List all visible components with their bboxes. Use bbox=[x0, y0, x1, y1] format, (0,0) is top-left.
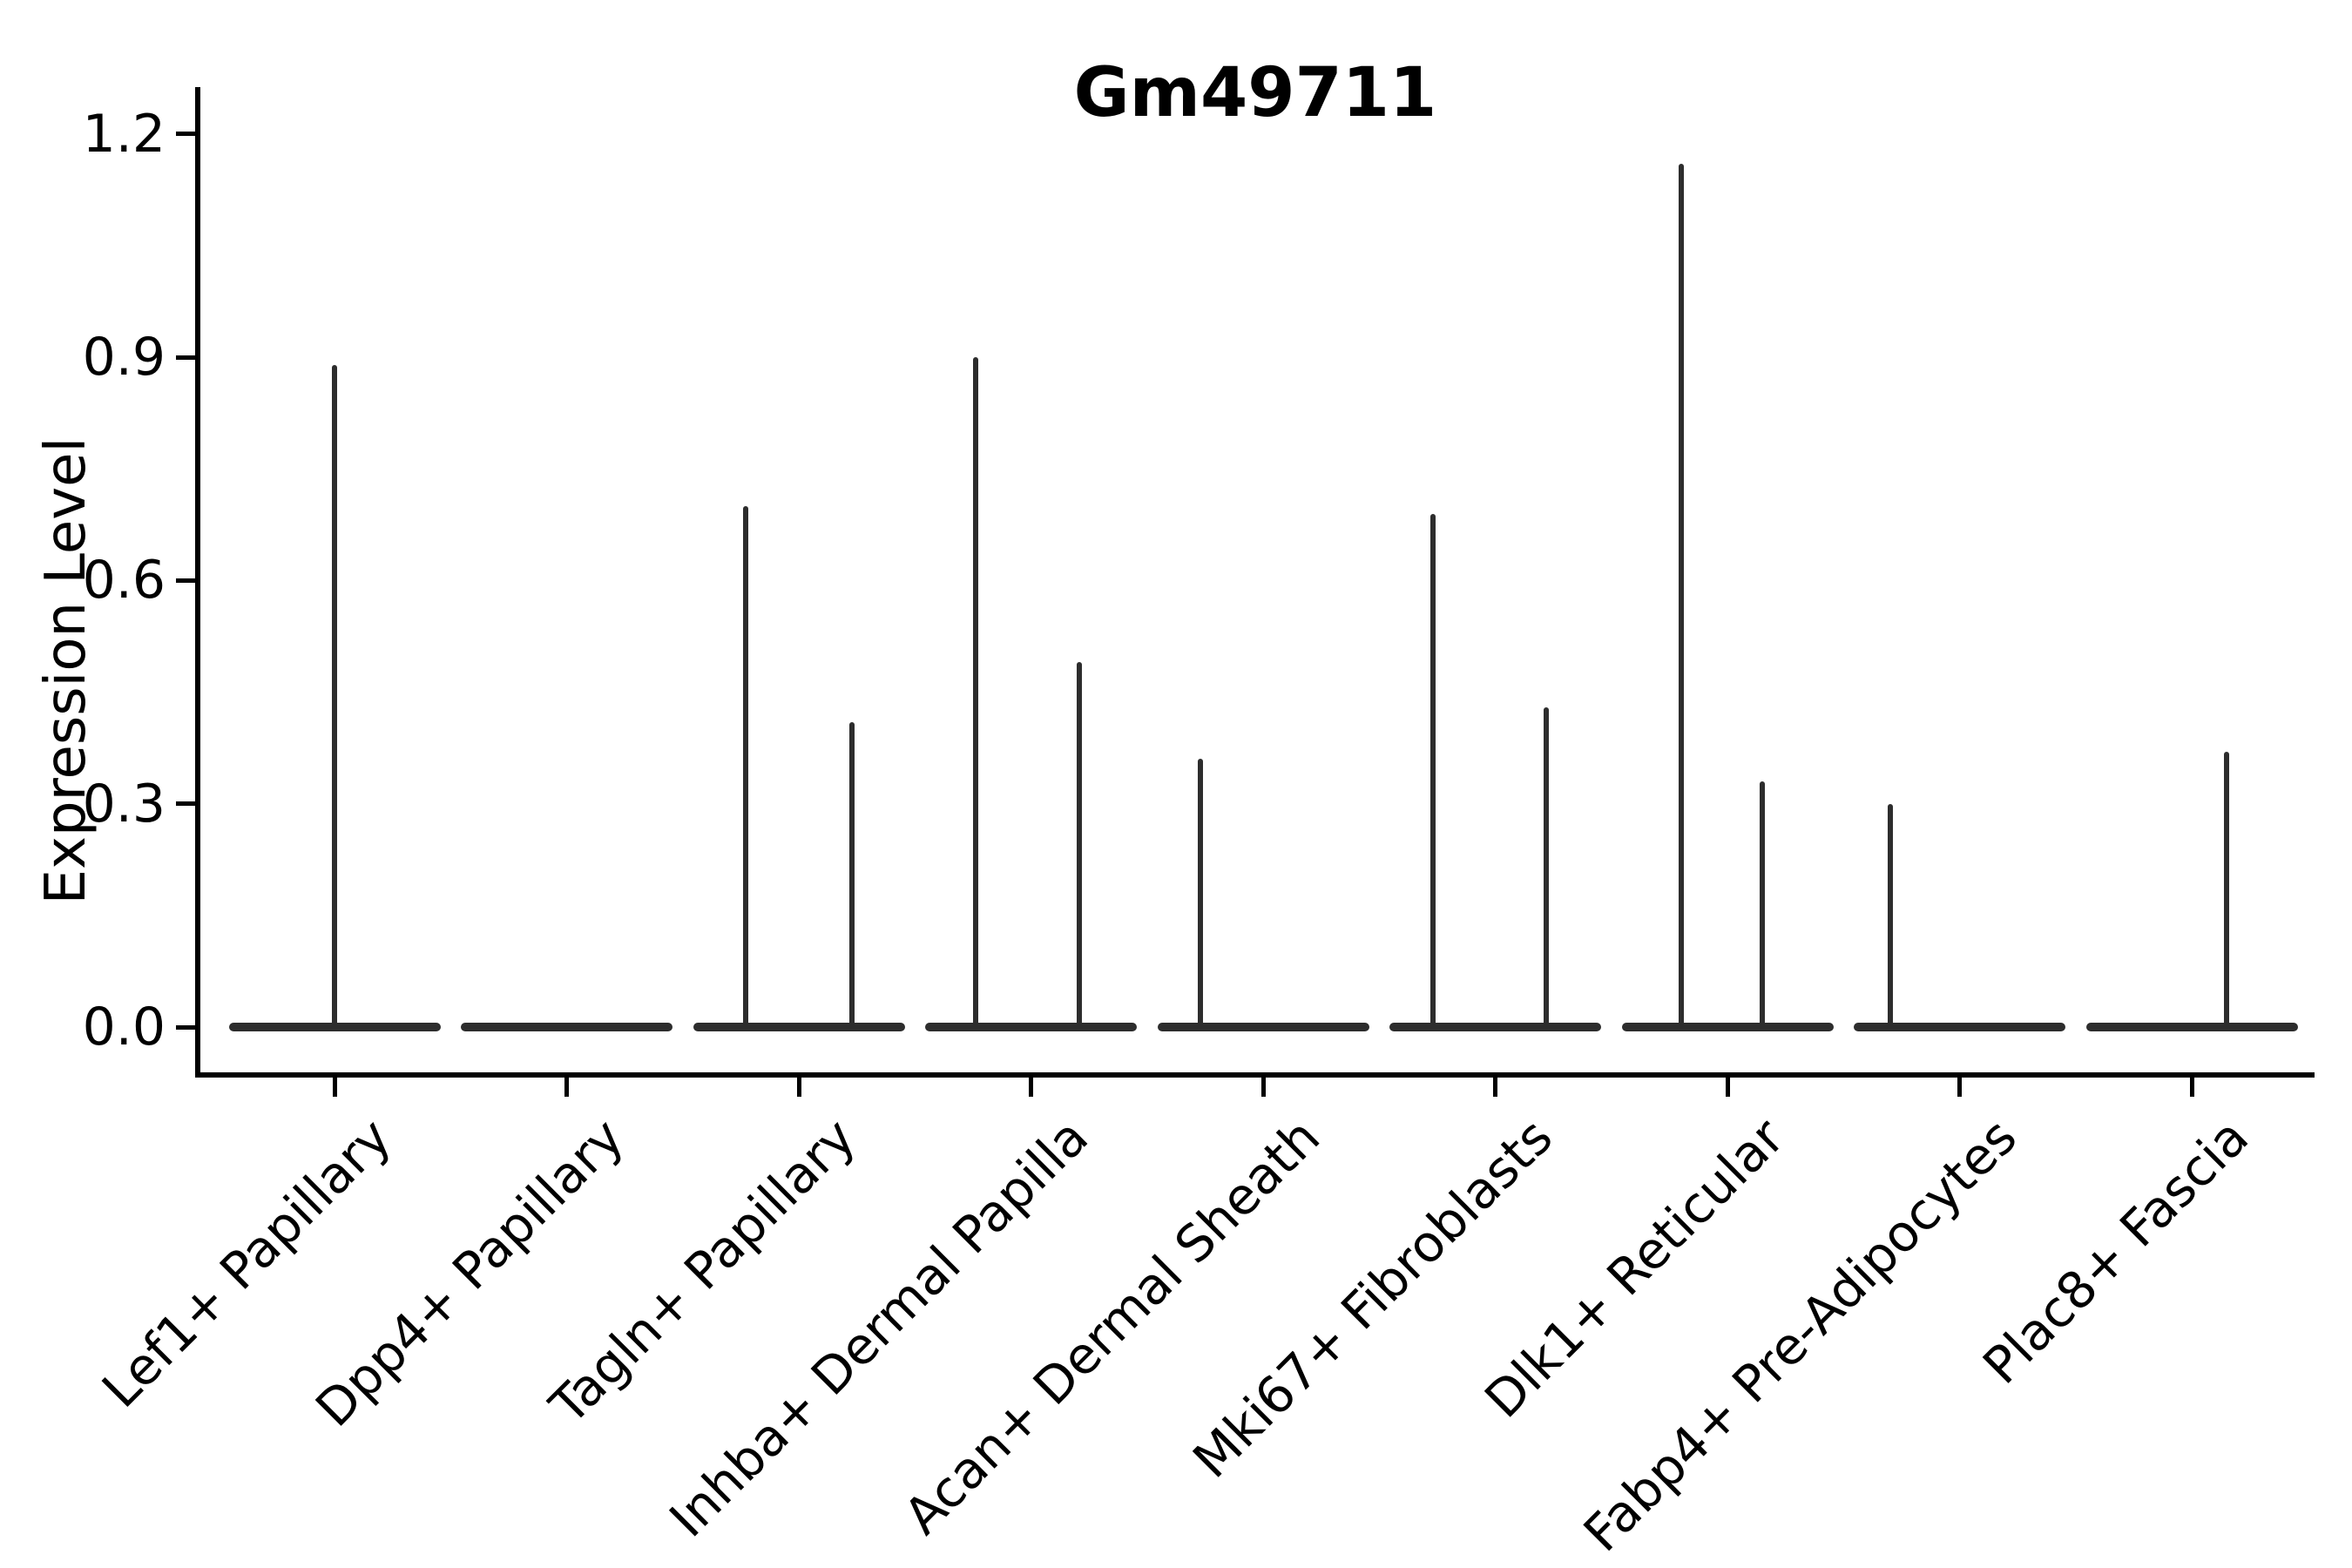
y-axis-label: Expression Level bbox=[34, 436, 98, 905]
violin-baseline bbox=[1389, 1023, 1601, 1031]
x-tick bbox=[1725, 1078, 1730, 1097]
y-axis-spine bbox=[195, 87, 200, 1078]
x-tick bbox=[1029, 1078, 1033, 1097]
violin-baseline bbox=[2085, 1023, 2298, 1031]
violin-spike bbox=[1887, 803, 1893, 1030]
violin-spike bbox=[1429, 513, 1436, 1030]
y-tick bbox=[176, 132, 195, 137]
violin-spike bbox=[1198, 759, 1204, 1030]
violin-spike bbox=[972, 357, 978, 1030]
violin-spike bbox=[849, 721, 855, 1030]
x-tick bbox=[1493, 1078, 1497, 1097]
chart-title: Gm49711 bbox=[1073, 54, 1437, 132]
y-tick-label: 0.0 bbox=[82, 997, 166, 1058]
y-tick bbox=[176, 801, 195, 807]
violin-spike bbox=[332, 364, 337, 1030]
violin-baseline bbox=[1621, 1023, 1834, 1031]
violin-spike bbox=[1678, 164, 1684, 1030]
x-tick-label: Acan+ Dermal Sheath bbox=[892, 1107, 1332, 1546]
y-tick bbox=[176, 578, 195, 583]
y-tick-label: 0.9 bbox=[82, 327, 166, 389]
violin-spike bbox=[1077, 662, 1083, 1030]
violin-baseline bbox=[925, 1023, 1137, 1031]
x-tick-label: Fabp4+ Pre-Adipocytes bbox=[1571, 1107, 2028, 1564]
violin-baseline bbox=[1157, 1023, 1369, 1031]
x-axis-spine bbox=[195, 1072, 2315, 1078]
y-tick-label: 1.2 bbox=[82, 103, 166, 165]
x-tick bbox=[332, 1078, 337, 1097]
y-tick-label: 0.6 bbox=[82, 550, 166, 612]
violin-spike bbox=[1759, 781, 1765, 1030]
x-tick bbox=[1957, 1078, 1962, 1097]
y-tick-label: 0.3 bbox=[82, 773, 166, 835]
x-tick bbox=[796, 1078, 801, 1097]
violin-baseline bbox=[461, 1023, 672, 1031]
violin-baseline bbox=[1854, 1023, 2065, 1031]
violin-spike bbox=[1544, 706, 1550, 1030]
x-tick bbox=[1260, 1078, 1266, 1097]
x-tick bbox=[2189, 1078, 2194, 1097]
violin-baseline bbox=[693, 1023, 905, 1031]
y-tick bbox=[176, 1024, 195, 1030]
violin-spike bbox=[2223, 751, 2229, 1030]
x-tick-label: Inhba+ Dermal Papilla bbox=[658, 1107, 1099, 1549]
y-tick bbox=[176, 355, 195, 360]
violin-spike bbox=[742, 506, 748, 1030]
x-tick bbox=[564, 1078, 569, 1097]
